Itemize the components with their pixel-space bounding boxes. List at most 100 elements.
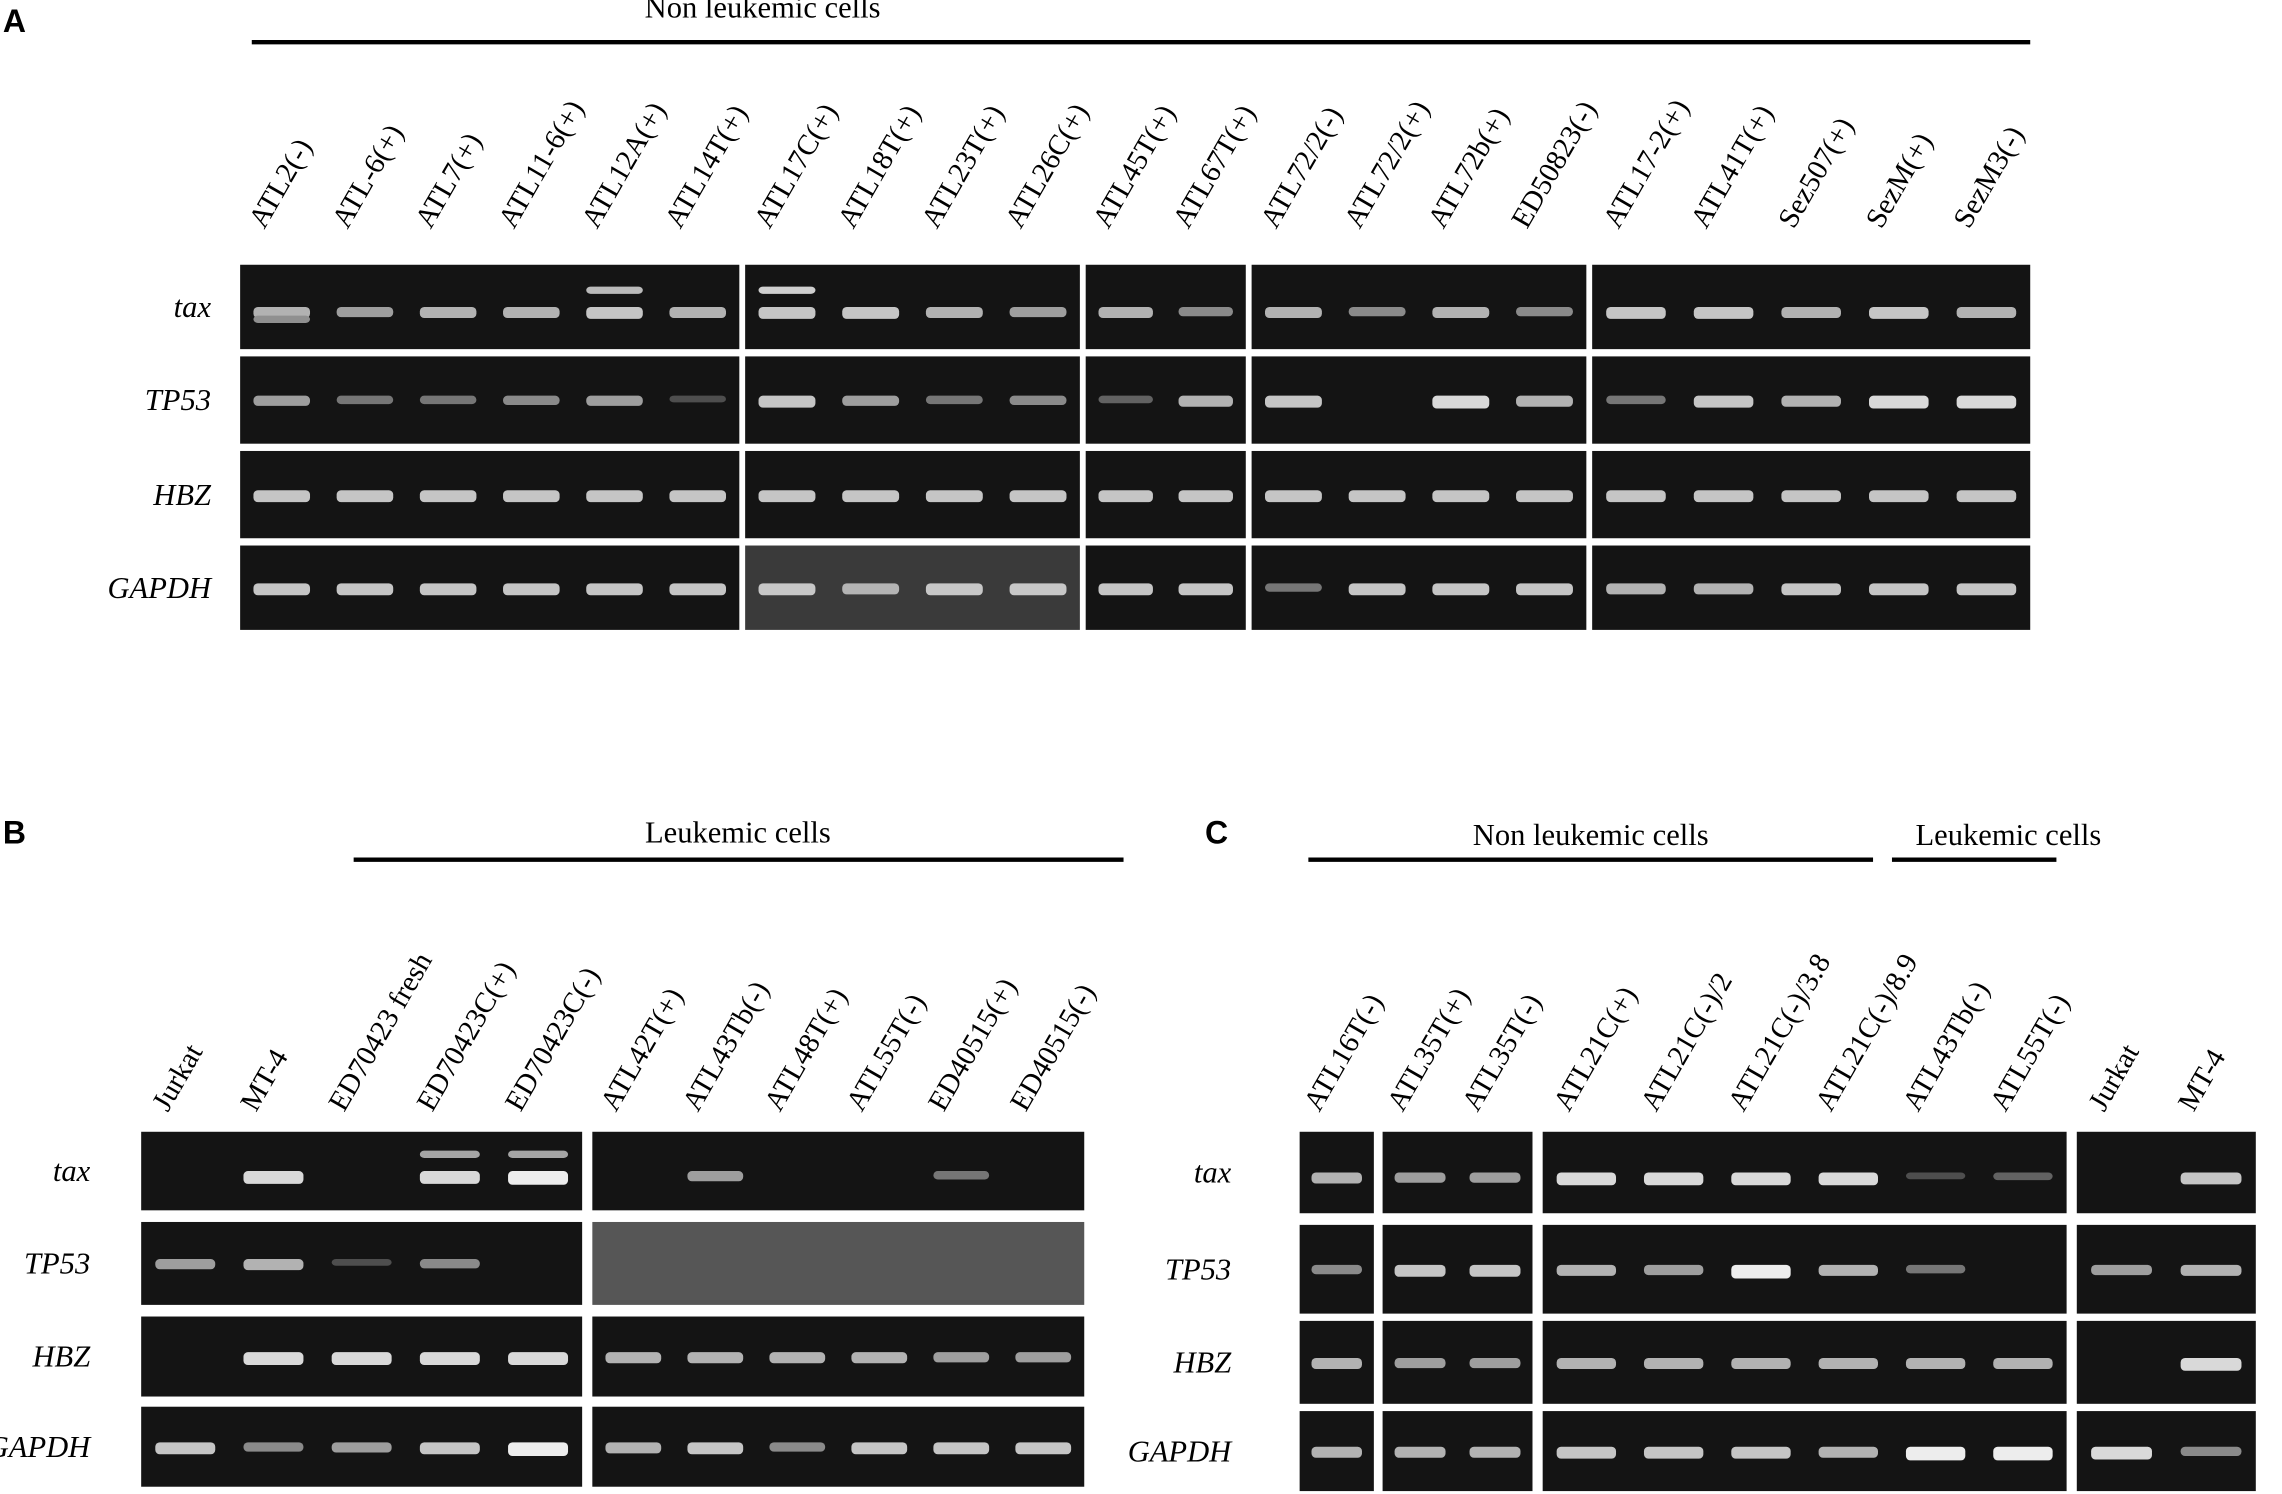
band	[243, 1259, 304, 1271]
band	[503, 306, 560, 319]
band	[1956, 490, 2017, 503]
band	[155, 1442, 216, 1455]
row-label: GAPDH	[1128, 1434, 1233, 1468]
band	[1781, 306, 1841, 319]
band	[1469, 1172, 1521, 1183]
band	[1516, 583, 1573, 596]
band	[1606, 395, 1666, 405]
lane-label: Jurkat	[2082, 1039, 2145, 1117]
band	[503, 583, 560, 596]
lane-label: ATL67T(+)	[1167, 100, 1263, 234]
lane-label: SezM3(-)	[1947, 121, 2030, 234]
lane-label: ATL12A(+)	[575, 97, 672, 234]
band	[1348, 306, 1406, 317]
gel-block	[240, 356, 740, 444]
band	[1606, 583, 1666, 595]
band	[331, 1352, 392, 1365]
band	[2180, 1172, 2242, 1185]
panel-label: B	[3, 815, 26, 851]
band	[1009, 490, 1067, 503]
lane-label: ATL72/2(-)	[1254, 101, 1349, 233]
band	[1264, 490, 1322, 503]
band	[253, 315, 311, 323]
band	[1781, 395, 1841, 407]
band	[1009, 395, 1067, 405]
band	[336, 583, 394, 596]
band	[1869, 395, 1929, 409]
band	[1098, 306, 1153, 319]
band	[1818, 1446, 1878, 1458]
band	[1311, 1172, 1362, 1184]
band	[2091, 1446, 2152, 1460]
band	[1264, 306, 1322, 319]
gel-block	[592, 1221, 1085, 1305]
band	[1009, 583, 1067, 596]
row-label: TP53	[145, 383, 211, 417]
band	[769, 1352, 826, 1364]
lane-label: ATL26C(+)	[999, 98, 1096, 233]
band	[933, 1352, 990, 1363]
row-label: HBZ	[152, 478, 212, 512]
band	[1643, 1172, 1704, 1186]
band	[331, 1442, 392, 1453]
band	[586, 583, 643, 596]
gel-block	[141, 1131, 583, 1211]
band	[669, 583, 727, 596]
gel-block	[592, 1131, 1085, 1211]
band	[925, 583, 983, 596]
gel-block	[240, 545, 740, 630]
lane-label: ATL43Tb(-)	[1897, 976, 1997, 1117]
band	[758, 286, 816, 294]
band	[1781, 490, 1841, 503]
lane-label: ATL72/2(+)	[1338, 95, 1436, 233]
band	[1311, 1357, 1362, 1370]
lane-label: ATL17-2(+)	[1597, 94, 1696, 233]
lane-label: ATL42T(+)	[594, 983, 690, 1117]
band	[586, 286, 643, 294]
band	[1432, 395, 1490, 409]
band	[758, 306, 816, 319]
group-title: Leukemic cells	[645, 815, 831, 849]
panel-label: A	[3, 3, 26, 39]
lane-label: ATL21C(+)	[1547, 981, 1644, 1116]
band	[1606, 490, 1666, 503]
lane-label: ATL11-6(+)	[492, 95, 590, 233]
band	[925, 306, 983, 319]
band	[1818, 1172, 1878, 1186]
band	[336, 395, 394, 405]
band	[1432, 583, 1490, 596]
band	[1869, 306, 1929, 319]
band	[1818, 1264, 1878, 1276]
band	[1178, 583, 1233, 596]
band	[1693, 306, 1754, 319]
lane-label: ATL55T(-)	[1984, 988, 2076, 1116]
band	[1905, 1446, 1966, 1461]
band	[1098, 490, 1153, 503]
band	[253, 395, 311, 406]
band	[419, 306, 477, 319]
band	[508, 1171, 569, 1185]
gel-block	[240, 264, 740, 350]
band	[419, 1442, 480, 1455]
band	[1556, 1172, 1617, 1186]
gel-block	[1542, 1320, 2067, 1404]
group-title: Non leukemic cells	[1473, 818, 1709, 852]
band	[336, 306, 394, 318]
band	[1348, 583, 1406, 596]
band	[2180, 1357, 2242, 1371]
band	[2180, 1264, 2242, 1276]
band	[1905, 1172, 1966, 1180]
band	[1311, 1264, 1362, 1275]
band	[419, 1150, 480, 1158]
band	[605, 1442, 662, 1454]
band	[1993, 1446, 2053, 1461]
band	[1956, 583, 2017, 596]
band	[253, 490, 311, 503]
band	[503, 490, 560, 503]
band	[1956, 395, 2017, 409]
band	[419, 490, 477, 503]
band	[758, 490, 816, 503]
group-title: Leukemic cells	[1915, 818, 2101, 852]
